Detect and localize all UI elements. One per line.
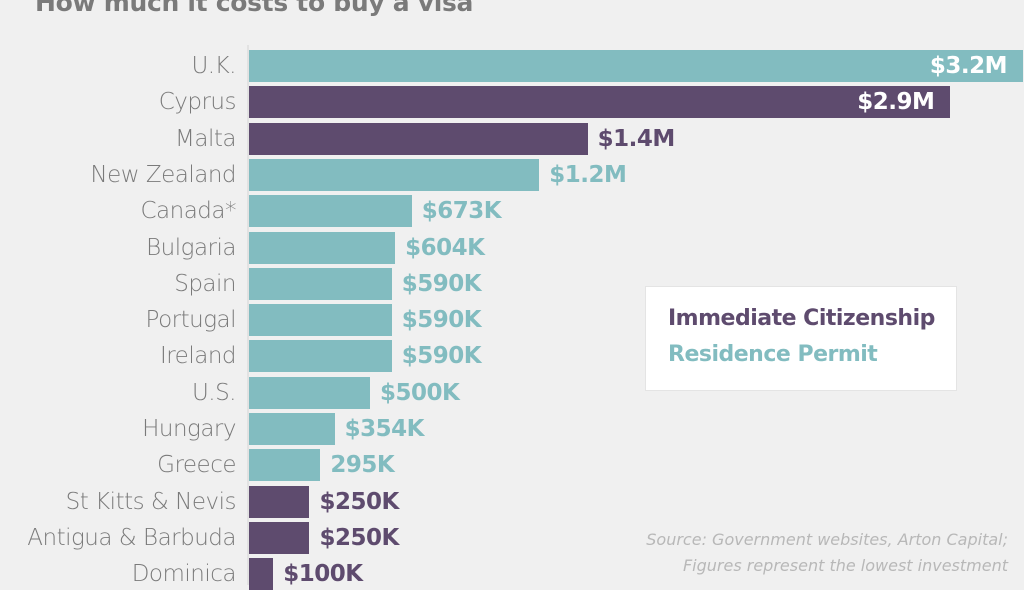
value-label: $590K xyxy=(401,270,482,297)
category-label: Hungary xyxy=(142,416,236,442)
value-label: $500K xyxy=(379,379,460,406)
value-label: $590K xyxy=(401,343,482,370)
source-line-1: Source: Government websites, Arton Capit… xyxy=(646,530,1008,549)
value-label: $354K xyxy=(344,416,425,442)
value-label: $1.4M xyxy=(597,125,676,152)
value-label: 295K xyxy=(330,452,395,479)
bar xyxy=(249,158,540,191)
bar xyxy=(249,195,412,228)
bar xyxy=(249,413,335,445)
category-label: Malta xyxy=(175,125,236,152)
category-label: Bulgaria xyxy=(146,234,236,261)
category-label: Ireland xyxy=(159,343,237,370)
y-axis-line xyxy=(247,45,249,585)
category-label: U.S. xyxy=(191,379,237,406)
category-label: Greece xyxy=(157,452,236,479)
category-label: Canada* xyxy=(140,198,236,225)
bar xyxy=(249,304,392,337)
source-line-2: Figures represent the lowest investment xyxy=(682,556,1008,575)
value-label: $250K xyxy=(319,488,399,515)
category-label: Spain xyxy=(174,270,236,297)
value-label: $1.2M xyxy=(549,161,627,188)
category-label: Dominica xyxy=(131,561,237,588)
bar xyxy=(249,521,310,554)
category-label: Cyprus xyxy=(158,89,237,116)
value-label: $604K xyxy=(405,234,485,261)
source-note: Source: Government websites, Arton Capit… xyxy=(646,527,1008,579)
legend-entry-citizenship: Immediate Citizenship xyxy=(668,306,935,331)
category-label: Portugal xyxy=(145,307,237,334)
bar xyxy=(249,86,951,119)
bar xyxy=(249,485,310,518)
bar xyxy=(249,122,588,155)
bar xyxy=(249,376,370,409)
value-label: $590K xyxy=(401,307,482,334)
value-label: $2.9M xyxy=(857,89,935,116)
bar xyxy=(249,267,392,300)
bar xyxy=(249,231,396,264)
category-label: St Kitts & Nevis xyxy=(65,488,237,515)
bar xyxy=(249,340,392,373)
bar xyxy=(249,558,274,590)
value-label: $3.2M xyxy=(929,53,1008,79)
chart-title: How much it costs to buy a visa xyxy=(35,0,474,17)
legend-entry-residence: Residence Permit xyxy=(668,342,878,367)
bar xyxy=(249,50,1023,82)
value-label: $250K xyxy=(319,524,399,551)
category-label: New Zealand xyxy=(90,161,236,188)
bar xyxy=(249,449,321,482)
value-label: $100K xyxy=(283,561,363,588)
category-label: U.K. xyxy=(191,53,236,79)
legend: Immediate Citizenship Residence Permit xyxy=(645,286,957,391)
value-label: $673K xyxy=(421,198,502,225)
category-label: Antigua & Barbuda xyxy=(27,524,236,551)
